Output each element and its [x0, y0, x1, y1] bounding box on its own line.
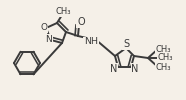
Text: CH₃: CH₃ — [155, 44, 171, 54]
Text: N: N — [46, 34, 52, 44]
Text: NH: NH — [84, 38, 98, 46]
Text: N: N — [110, 64, 118, 74]
Text: CH₃: CH₃ — [155, 62, 171, 72]
Text: S: S — [123, 39, 129, 49]
Text: CH₃: CH₃ — [157, 54, 173, 62]
Text: N: N — [131, 64, 139, 74]
Text: O: O — [77, 17, 85, 27]
Text: O: O — [41, 24, 47, 32]
Text: CH₃: CH₃ — [55, 7, 71, 16]
